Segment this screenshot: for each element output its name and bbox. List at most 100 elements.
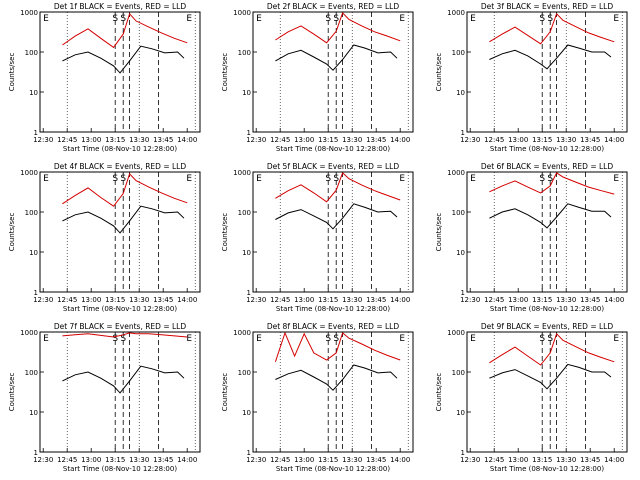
panel-1: Det 1f BLACK = Events, RED = LLD E S S E 1 10 1… xyxy=(8,2,201,153)
panel-2: Det 2f BLACK = Events, RED = LLD E S S E 1 10 1… xyxy=(221,2,414,153)
x-tick-label: 13:30 xyxy=(556,296,576,304)
x-axis-label: Start Time (08-Nov-10 12:28:00) xyxy=(490,305,604,313)
lld-series-line xyxy=(274,331,401,362)
y-tick-label: 100 xyxy=(25,369,38,377)
y-tick-label: 10 xyxy=(456,249,465,257)
x-tick-label: 12:30 xyxy=(246,136,266,144)
plot-frame xyxy=(39,331,201,453)
event-marker-label: S xyxy=(539,14,545,24)
plot-frame xyxy=(39,11,201,133)
y-tick-label: 10 xyxy=(456,89,465,97)
panel-title: Det 8f BLACK = Events, RED = LLD xyxy=(267,322,400,331)
y-tick-label: 1000 xyxy=(447,329,465,337)
x-tick-label: 14:00 xyxy=(390,456,410,464)
x-tick-label: 14:00 xyxy=(177,456,197,464)
y-tick-label: 1 xyxy=(247,129,251,137)
x-tick-label: 13:15 xyxy=(105,296,125,304)
x-tick-label: 14:00 xyxy=(604,296,624,304)
x-tick-label: 13:45 xyxy=(366,456,386,464)
x-axis-label: Start Time (08-Nov-10 12:28:00) xyxy=(276,145,390,153)
y-axis-label: Counts/sec xyxy=(8,53,16,92)
y-axis-label: Counts/sec xyxy=(435,53,443,92)
x-tick-label: 13:45 xyxy=(153,136,173,144)
event-marker-label: E xyxy=(399,174,405,184)
lld-series-line xyxy=(275,172,401,203)
event-marker-label: S xyxy=(120,14,126,24)
x-tick-label: 13:30 xyxy=(129,296,149,304)
plot-frame xyxy=(252,331,414,453)
x-tick-label: 14:00 xyxy=(177,136,197,144)
lld-series-line xyxy=(489,12,615,45)
events-series-line xyxy=(62,45,185,74)
y-axis-label: Counts/sec xyxy=(435,213,443,252)
lld-series-line xyxy=(489,172,615,195)
plot-frame xyxy=(39,171,201,293)
x-tick-label: 14:00 xyxy=(390,296,410,304)
x-tick-label: 13:45 xyxy=(366,136,386,144)
y-axis-label: Counts/sec xyxy=(221,373,229,412)
panel-title: Det 3f BLACK = Events, RED = LLD xyxy=(481,2,614,11)
x-axis-label: Start Time (08-Nov-10 12:28:00) xyxy=(276,305,390,313)
y-tick-label: 1 xyxy=(34,289,38,297)
x-axis-label: Start Time (08-Nov-10 12:28:00) xyxy=(490,145,604,153)
x-tick-label: 13:30 xyxy=(129,136,149,144)
x-tick-label: 13:30 xyxy=(342,136,362,144)
y-tick-label: 10 xyxy=(456,409,465,417)
x-tick-label: 14:00 xyxy=(390,136,410,144)
y-axis-label: Counts/sec xyxy=(221,53,229,92)
y-tick-label: 1000 xyxy=(20,329,38,337)
x-tick-label: 12:30 xyxy=(33,296,53,304)
lld-series-line xyxy=(62,172,188,207)
y-tick-label: 1 xyxy=(247,449,251,457)
y-tick-label: 1000 xyxy=(233,9,251,17)
event-marker-label: E xyxy=(613,174,619,184)
x-axis-label: Start Time (08-Nov-10 12:28:00) xyxy=(63,465,177,473)
events-series-line xyxy=(489,203,612,229)
event-marker-label: S xyxy=(112,14,118,24)
event-marker-label: E xyxy=(186,174,192,184)
y-tick-label: 100 xyxy=(25,209,38,217)
event-marker-label: S xyxy=(333,14,339,24)
panel-8: Det 8f BLACK = Events, RED = LLD E S S E 1 10 1… xyxy=(221,322,414,473)
plot-frame xyxy=(252,11,414,133)
panel-title: Det 5f BLACK = Events, RED = LLD xyxy=(267,162,400,171)
x-tick-label: 13:45 xyxy=(366,296,386,304)
lld-series-line xyxy=(62,332,188,338)
event-marker-label: S xyxy=(547,14,553,24)
x-tick-label: 13:15 xyxy=(105,136,125,144)
y-tick-label: 1 xyxy=(247,289,251,297)
event-marker-label: E xyxy=(613,14,619,24)
events-series-line xyxy=(275,364,398,391)
lld-series-line xyxy=(489,332,615,366)
plot-frame xyxy=(252,171,414,293)
y-tick-label: 1 xyxy=(34,449,38,457)
x-tick-label: 12:30 xyxy=(460,456,480,464)
x-tick-label: 12:45 xyxy=(57,136,77,144)
y-tick-label: 100 xyxy=(238,369,251,377)
y-tick-label: 1 xyxy=(461,449,465,457)
x-tick-label: 12:30 xyxy=(33,136,53,144)
y-tick-label: 10 xyxy=(242,409,251,417)
events-series-line xyxy=(62,205,185,234)
x-axis-label: Start Time (08-Nov-10 12:28:00) xyxy=(63,145,177,153)
y-tick-label: 100 xyxy=(238,49,251,57)
x-tick-label: 13:00 xyxy=(81,296,101,304)
x-tick-label: 13:30 xyxy=(556,456,576,464)
y-tick-label: 1 xyxy=(461,129,465,137)
event-marker-label: S xyxy=(120,334,126,344)
event-marker-label: S xyxy=(325,174,331,184)
x-tick-label: 13:00 xyxy=(294,136,314,144)
x-tick-label: 13:30 xyxy=(556,136,576,144)
y-axis-label: Counts/sec xyxy=(8,213,16,252)
x-tick-label: 12:45 xyxy=(484,456,504,464)
panel-title: Det 1f BLACK = Events, RED = LLD xyxy=(54,2,187,11)
x-tick-label: 14:00 xyxy=(604,136,624,144)
x-tick-label: 12:30 xyxy=(246,296,266,304)
event-marker-label: S xyxy=(333,334,339,344)
panel-7: Det 7f BLACK = Events, RED = LLD E S S E 1 10 1… xyxy=(8,322,201,473)
x-tick-label: 12:45 xyxy=(484,136,504,144)
x-axis-label: Start Time (08-Nov-10 12:28:00) xyxy=(63,305,177,313)
y-axis-label: Counts/sec xyxy=(435,373,443,412)
event-marker-label: E xyxy=(43,334,49,344)
